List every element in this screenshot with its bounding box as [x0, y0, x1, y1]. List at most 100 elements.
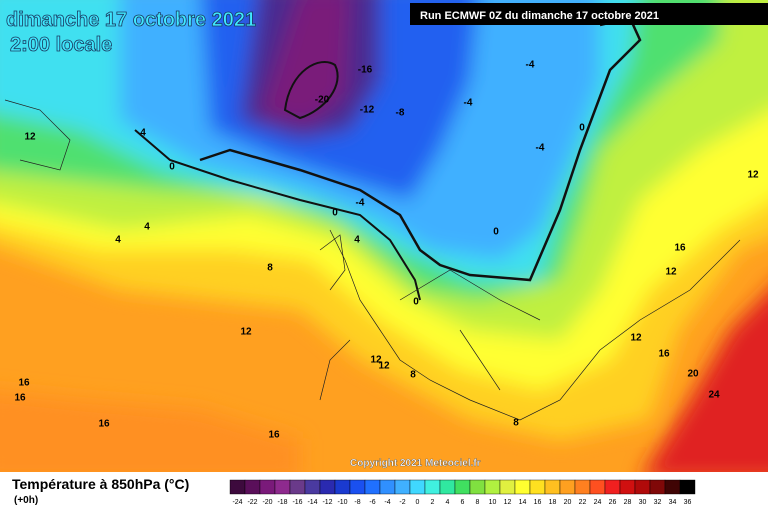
contour-label: -16 [358, 65, 373, 76]
colorbar-cell [454, 479, 471, 495]
colorbar-cell [619, 479, 636, 495]
colorbar-cell [484, 479, 501, 495]
contour-label: 12 [378, 361, 390, 372]
contour-label: 0 [493, 227, 499, 238]
colorbar-cell [349, 479, 366, 495]
colorbar-label: 26 [609, 499, 617, 506]
colorbar-cell [604, 479, 621, 495]
contour-label: 12 [747, 170, 759, 181]
contour-label: -4 [536, 143, 545, 154]
colorbar-cell [574, 479, 591, 495]
colorbar-label: -8 [354, 499, 360, 506]
colorbar-cell [364, 479, 381, 495]
colorbar-cell [319, 479, 336, 495]
colorbar-cell [244, 479, 261, 495]
contour-label: 4 [144, 222, 150, 233]
colorbar-label: 22 [579, 499, 587, 506]
colorbar-label: 14 [519, 499, 527, 506]
legend-title: Température à 850hPa (°C) [12, 476, 189, 492]
colorbar-label: 8 [476, 499, 480, 506]
colorbar-cell [589, 479, 606, 495]
contour-label: 8 [410, 370, 416, 381]
colorbar-cell [394, 479, 411, 495]
colorbar-cell [529, 479, 546, 495]
contour-label: -8 [396, 108, 405, 119]
colorbar-label: 20 [564, 499, 572, 506]
contour-label: 16 [674, 243, 686, 254]
contour-label: -4 [464, 98, 473, 109]
run-label: Run ECMWF 0Z du dimanche 17 octobre 2021 [420, 10, 659, 22]
contour-label: 0 [332, 208, 338, 219]
colorbar-label: -12 [322, 499, 332, 506]
contour-label: 8 [267, 263, 273, 274]
contour-labels: -16-20-12 -8-4-40-4-400401244840121212812… [14, 60, 759, 441]
contour-label: 0 [413, 297, 419, 308]
colorbar-label: 34 [669, 499, 677, 506]
contour-label: -20 [315, 95, 330, 106]
colorbar-label: 6 [461, 499, 465, 506]
contour-label: 8 [513, 418, 519, 429]
colorbar-cell [259, 479, 276, 495]
colorbar-cell [544, 479, 561, 495]
colorbar-label: -20 [262, 499, 272, 506]
contour-label: 16 [658, 349, 670, 360]
colorbar-label: -22 [247, 499, 257, 506]
colorbar-label: -16 [292, 499, 302, 506]
contour-label: 12 [665, 267, 677, 278]
colorbar-label: 0 [416, 499, 420, 506]
colorbar-label: 12 [504, 499, 512, 506]
colorbar-label: 24 [594, 499, 602, 506]
contour-label: 16 [14, 393, 26, 404]
colorbar-cell [514, 479, 531, 495]
contour-label: 16 [268, 430, 280, 441]
colorbar-label: -10 [337, 499, 347, 506]
colorbar-label: 36 [684, 499, 692, 506]
colorbar-label: 28 [624, 499, 632, 506]
contour-label: -12 [360, 105, 375, 116]
contour-label: -4 [356, 198, 365, 209]
contour-label: 0 [169, 162, 175, 173]
colorbar-label: 4 [446, 499, 450, 506]
date-title: dimanche 17 octobre 2021 [6, 9, 256, 31]
colorbar-cell [679, 479, 696, 495]
colorbar-cell [379, 479, 396, 495]
colorbar-cell [499, 479, 516, 495]
colorbar: -24 -22 -20 -18 -16 -14 -12 -10 -8 -6 -4 -2 0 2 4 6 8 10 1… [229, 479, 696, 506]
colorbar-label: 2 [431, 499, 435, 506]
colorbar-label: 32 [654, 499, 662, 506]
colorbar-label: 30 [639, 499, 647, 506]
contour-label: 12 [240, 327, 252, 338]
contour-label: 16 [18, 378, 30, 389]
contour-label: 12 [24, 132, 36, 143]
contour-label: 12 [630, 333, 642, 344]
colorbar-label: -24 [232, 499, 242, 506]
time-title: 2:00 locale [10, 34, 112, 56]
copyright: Copyright 2021 Meteociel.fr [350, 458, 481, 469]
contour-label: 16 [98, 419, 110, 430]
colorbar-cell [469, 479, 486, 495]
colorbar-cell [559, 479, 576, 495]
temperature-field: -16-20-12 -8-4-40-4-400401244840121212812… [0, 0, 768, 472]
colorbar-label: 16 [534, 499, 542, 506]
colorbar-cell [649, 479, 666, 495]
colorbar-cell [274, 479, 291, 495]
colorbar-label: -14 [307, 499, 317, 506]
colorbar-label: -18 [277, 499, 287, 506]
contour-label: 12 [370, 355, 382, 366]
contour-label: 4 [140, 128, 146, 139]
contour-label: -4 [526, 60, 535, 71]
colorbar-cell [439, 479, 456, 495]
colorbar-cell [334, 479, 351, 495]
colorbar-label: 10 [489, 499, 497, 506]
contour-label: 24 [708, 390, 720, 401]
colorbar-cell [664, 479, 681, 495]
legend-subtitle: (+0h) [14, 495, 38, 506]
colorbar-cell [289, 479, 306, 495]
colorbar-label: -6 [369, 499, 375, 506]
colorbar-label: -2 [399, 499, 405, 506]
run-box [410, 3, 768, 25]
contour-label: 20 [687, 369, 699, 380]
colorbar-cell [424, 479, 441, 495]
contour-label: 4 [354, 235, 360, 246]
